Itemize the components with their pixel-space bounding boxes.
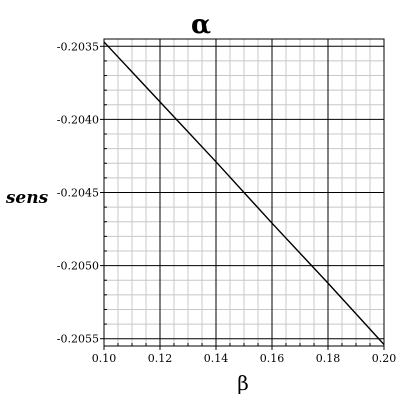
x-tick-label: 0.10 (92, 352, 117, 365)
y-tick-label: -0.2045 (57, 187, 99, 200)
x-tick-labels: 0.10 0.12 0.14 0.16 0.18 0.20 (92, 352, 397, 365)
y-tick-label: -0.2055 (57, 333, 99, 346)
y-tick-label: -0.2035 (57, 40, 99, 53)
y-tick-label: -0.2050 (57, 260, 99, 273)
x-tick-label: 0.20 (372, 352, 397, 365)
y-tick-labels: -0.2035 -0.2040 -0.2045 -0.2050 -0.2055 (57, 40, 99, 345)
y-axis-label: sens (5, 188, 49, 208)
x-axis-label: β (237, 371, 249, 395)
series-line (103, 41, 385, 346)
x-tick-label: 0.16 (260, 352, 285, 365)
y-tick-label: -0.2040 (57, 113, 99, 126)
chart-title: α (191, 10, 211, 40)
x-tick-label: 0.18 (316, 352, 341, 365)
x-tick-label: 0.12 (148, 352, 173, 365)
axis-ticks (100, 45, 385, 350)
x-tick-label: 0.14 (204, 352, 229, 365)
series-layer (103, 41, 385, 346)
